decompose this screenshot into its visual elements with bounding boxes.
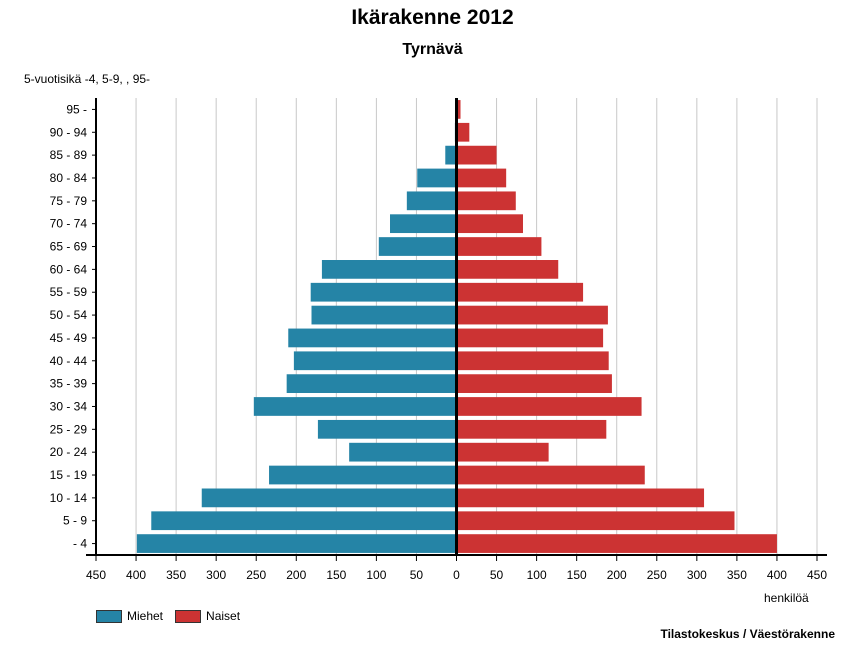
y-tick-label-12: 35 - 39: [50, 377, 88, 391]
bar-men-2: [445, 145, 457, 165]
bar-men-10: [288, 328, 457, 348]
bar-men-3: [417, 168, 457, 188]
bar-men-13: [253, 397, 457, 416]
bar-women-13: [456, 397, 642, 416]
bar-men-4: [406, 191, 457, 211]
bar-men-6: [378, 237, 457, 256]
legend-swatch-men: [96, 609, 122, 623]
bar-women-19: [456, 534, 777, 553]
bar-men-17: [201, 488, 457, 508]
bar-men-16: [269, 465, 457, 485]
bar-women-18: [456, 511, 735, 531]
bar-women-3: [456, 168, 507, 188]
y-tick-label-11: 40 - 44: [50, 354, 88, 368]
bar-women-8: [456, 282, 584, 302]
bar-women-11: [456, 351, 609, 371]
bar-men-9: [311, 305, 457, 325]
x-tick-label-18: 450: [807, 568, 827, 582]
bar-men-19: [136, 534, 457, 553]
bar-women-15: [456, 442, 549, 462]
y-tick-label-8: 55 - 59: [50, 285, 88, 299]
y-tick-label-7: 60 - 64: [50, 262, 88, 276]
bar-men-5: [390, 214, 457, 234]
y-tick-label-6: 65 - 69: [50, 240, 88, 254]
y-tick-label-16: 15 - 19: [50, 468, 88, 482]
x-tick-label-10: 50: [490, 568, 504, 582]
y-tick-label-19: - 4: [73, 537, 87, 551]
y-tick-label-5: 70 - 74: [50, 217, 88, 231]
y-tick-label-14: 25 - 29: [50, 422, 88, 436]
bar-women-1: [456, 122, 470, 142]
y-tick-label-2: 85 - 89: [50, 148, 88, 162]
x-tick-label-14: 250: [647, 568, 667, 582]
bar-women-12: [456, 374, 612, 393]
legend-item-men: Miehet: [96, 609, 163, 623]
x-tick-label-3: 300: [206, 568, 226, 582]
y-tick-label-3: 80 - 84: [50, 171, 88, 185]
legend-swatch-women: [175, 609, 202, 623]
legend-label-women: Naiset: [206, 609, 241, 623]
y-tick-label-18: 5 - 9: [63, 514, 87, 528]
y-tick-label-10: 45 - 49: [50, 331, 88, 345]
x-tick-label-8: 50: [410, 568, 424, 582]
legend-item-women: Naiset: [175, 609, 240, 623]
bar-women-2: [456, 145, 497, 165]
y-tick-label-13: 30 - 34: [50, 399, 88, 413]
bar-men-14: [317, 419, 457, 439]
legend-label-men: Miehet: [127, 609, 164, 623]
y-tick-label-17: 10 - 14: [50, 491, 88, 505]
x-tick-label-4: 250: [246, 568, 266, 582]
bar-women-14: [456, 419, 607, 439]
bar-women-6: [456, 237, 542, 256]
bar-women-9: [456, 305, 608, 325]
x-tick-label-17: 400: [767, 568, 787, 582]
bar-women-17: [456, 488, 705, 508]
x-tick-label-15: 300: [687, 568, 707, 582]
x-axis-label: henkilöä: [764, 591, 809, 605]
chart-title: Ikärakenne 2012: [351, 6, 514, 29]
y-tick-label-4: 75 - 79: [50, 194, 88, 208]
bar-women-5: [456, 214, 523, 234]
bar-women-10: [456, 328, 604, 348]
x-tick-label-11: 100: [527, 568, 547, 582]
y-axis-label: 5-vuotisikä -4, 5-9, , 95-: [24, 72, 151, 86]
bar-men-11: [293, 351, 457, 371]
bar-women-7: [456, 260, 559, 279]
legend: Miehet Naiset: [96, 609, 252, 623]
bar-women-16: [456, 465, 645, 485]
x-tick-label-2: 350: [166, 568, 186, 582]
x-tick-label-1: 400: [126, 568, 146, 582]
x-tick-label-13: 200: [607, 568, 627, 582]
x-tick-label-0: 450: [86, 568, 106, 582]
x-tick-label-12: 150: [567, 568, 587, 582]
x-tick-label-5: 200: [286, 568, 306, 582]
source-credit: Tilastokeskus / Väestörakenne: [660, 627, 835, 641]
bar-women-4: [456, 191, 516, 211]
bar-women-0: [456, 100, 461, 119]
bar-men-7: [321, 260, 457, 279]
y-tick-label-1: 90 - 94: [50, 125, 88, 139]
x-tick-label-9: 0: [453, 568, 460, 582]
bar-men-18: [151, 511, 457, 531]
bar-men-8: [310, 282, 457, 302]
y-tick-label-15: 20 - 24: [50, 445, 88, 459]
chart-subtitle: Tyrnävä: [402, 41, 463, 58]
y-tick-label-9: 50 - 54: [50, 308, 88, 322]
x-tick-label-16: 350: [727, 568, 747, 582]
x-tick-label-7: 100: [366, 568, 386, 582]
x-tick-label-6: 150: [326, 568, 346, 582]
bar-men-12: [286, 374, 457, 393]
bar-men-15: [349, 442, 457, 462]
y-tick-label-0: 95 -: [66, 102, 87, 116]
